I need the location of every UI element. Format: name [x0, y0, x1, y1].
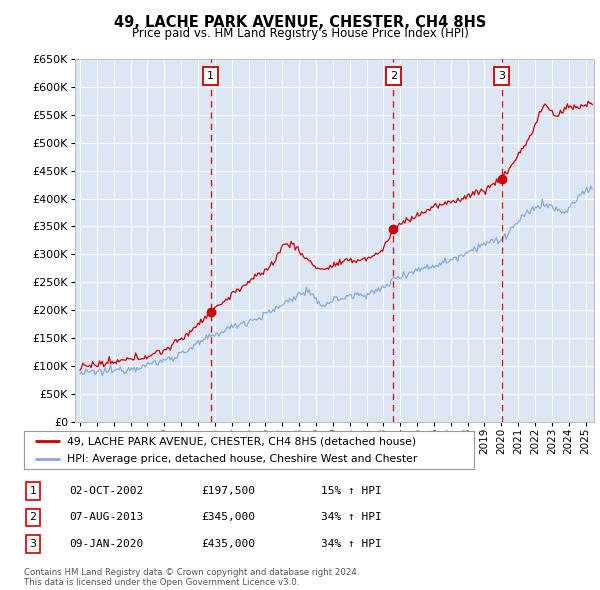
- Text: £197,500: £197,500: [201, 486, 255, 496]
- Text: 49, LACHE PARK AVENUE, CHESTER, CH4 8HS (detached house): 49, LACHE PARK AVENUE, CHESTER, CH4 8HS …: [67, 436, 416, 446]
- Text: 3: 3: [499, 71, 505, 81]
- Text: 15% ↑ HPI: 15% ↑ HPI: [321, 486, 382, 496]
- Text: HPI: Average price, detached house, Cheshire West and Chester: HPI: Average price, detached house, Ches…: [67, 454, 417, 464]
- Text: 02-OCT-2002: 02-OCT-2002: [69, 486, 143, 496]
- Text: 3: 3: [29, 539, 37, 549]
- Text: £435,000: £435,000: [201, 539, 255, 549]
- Text: 1: 1: [207, 71, 214, 81]
- Text: 07-AUG-2013: 07-AUG-2013: [69, 513, 143, 522]
- Text: 2: 2: [29, 513, 37, 522]
- Text: 34% ↑ HPI: 34% ↑ HPI: [321, 539, 382, 549]
- Text: 1: 1: [29, 486, 37, 496]
- Text: 09-JAN-2020: 09-JAN-2020: [69, 539, 143, 549]
- Text: 49, LACHE PARK AVENUE, CHESTER, CH4 8HS: 49, LACHE PARK AVENUE, CHESTER, CH4 8HS: [114, 15, 486, 30]
- Text: 2: 2: [390, 71, 397, 81]
- Text: Price paid vs. HM Land Registry's House Price Index (HPI): Price paid vs. HM Land Registry's House …: [131, 27, 469, 40]
- Text: 34% ↑ HPI: 34% ↑ HPI: [321, 513, 382, 522]
- Text: £345,000: £345,000: [201, 513, 255, 522]
- Text: Contains HM Land Registry data © Crown copyright and database right 2024.
This d: Contains HM Land Registry data © Crown c…: [24, 568, 359, 587]
